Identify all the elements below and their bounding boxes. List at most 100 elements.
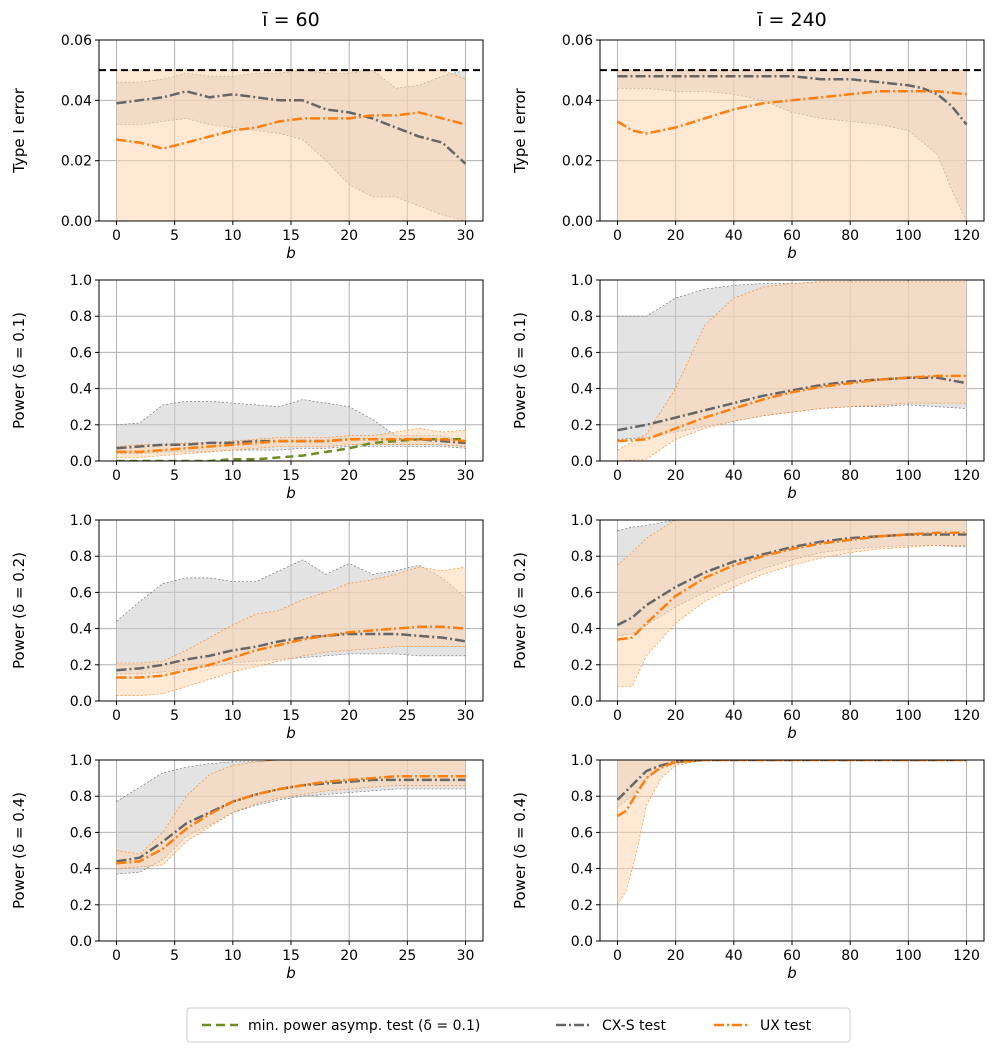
x-tick-label: 20 <box>340 708 358 724</box>
ux-range-band <box>617 70 967 221</box>
x-tick-label: 20 <box>667 468 685 484</box>
x-tick-label: 0 <box>112 228 121 244</box>
x-tick-label: 25 <box>398 708 416 724</box>
x-tick-label: 30 <box>457 468 475 484</box>
x-tick-label: 100 <box>895 468 922 484</box>
ux-series-line <box>616 90 967 135</box>
panel-r1-c2: 0 20 40 60 80 100 120 0.00 0.02 0.04 0.06 b Type I e… <box>511 33 985 262</box>
ux-series-line <box>617 374 967 443</box>
x-tick-label: 15 <box>282 228 300 244</box>
x-tick-label: 15 <box>282 948 300 964</box>
x-tick-label: 5 <box>170 468 179 484</box>
column-title-1: ī = 60 <box>261 9 319 31</box>
x-axis-label: b <box>787 484 797 502</box>
x-tick-label: 25 <box>398 468 416 484</box>
y-tick-label: 0.00 <box>562 214 593 230</box>
y-tick-label: 0.06 <box>61 33 92 49</box>
x-tick-label: 10 <box>224 708 242 724</box>
cxs-series-line <box>616 533 967 627</box>
x-tick-label: 20 <box>667 948 685 964</box>
x-tick-label: 30 <box>457 948 475 964</box>
x-axis-label: b <box>286 724 296 742</box>
y-tick-label: 0.04 <box>61 93 92 109</box>
x-tick-label: 5 <box>170 708 179 724</box>
x-tick-label: 5 <box>170 948 179 964</box>
x-tick-label: 80 <box>841 948 859 964</box>
y-tick-label: 0.2 <box>70 418 92 434</box>
ux-series-line <box>617 531 967 641</box>
y-tick-label: 0.0 <box>571 934 593 950</box>
x-tick-label: 0 <box>112 708 121 724</box>
y-tick-label: 0.0 <box>70 934 92 950</box>
cxs-series-line <box>116 90 467 165</box>
panel-r3-c1: 0 5 10 15 20 25 30 0.0 0.2 0.4 0.6 0.8 1.0 b Power (δ … <box>10 513 484 742</box>
ux-series-line <box>116 111 466 150</box>
y-axis-label: Power (δ = 0.2) <box>511 552 529 669</box>
y-tick-label: 0.00 <box>61 214 92 230</box>
panel-r4-c1: 0 5 10 15 20 25 30 0.0 0.2 0.4 0.6 0.8 1.0 b Power (δ … <box>10 753 484 982</box>
ux-range-band <box>617 520 967 687</box>
y-tick-label: 0.2 <box>70 658 92 674</box>
x-tick-label: 60 <box>783 228 801 244</box>
y-tick-label: 1.0 <box>70 753 92 769</box>
x-tick-label: 20 <box>340 948 358 964</box>
x-tick-label: 60 <box>783 948 801 964</box>
x-tick-label: 0 <box>613 468 622 484</box>
y-tick-label: 0.06 <box>562 33 593 49</box>
y-tick-label: 0.8 <box>70 789 92 805</box>
ux-band-lower-edge <box>617 544 967 687</box>
panel-r2-c2: 0 20 40 60 80 100 120 0.0 0.2 0.4 0.6 0.8 1.0 b Power … <box>511 273 985 502</box>
y-axis-label: Power (δ = 0.2) <box>10 552 28 669</box>
ux-band-lower-edge <box>116 646 466 696</box>
column-title-2: ī = 240 <box>756 9 827 31</box>
x-tick-label: 10 <box>224 468 242 484</box>
x-tick-label: 5 <box>170 228 179 244</box>
x-tick-label: 120 <box>953 468 980 484</box>
x-tick-label: 120 <box>953 708 980 724</box>
x-axis-label: b <box>286 964 296 982</box>
y-tick-label: 0.04 <box>562 93 593 109</box>
y-tick-label: 0.4 <box>70 862 92 878</box>
panel-r4-c2: 0 20 40 60 80 100 120 0.0 0.2 0.4 0.6 0.8 1.0 b Power … <box>511 753 985 982</box>
y-tick-label: 0.4 <box>70 382 92 398</box>
cxs-series-line <box>116 632 466 672</box>
x-tick-label: 120 <box>953 948 980 964</box>
x-tick-label: 20 <box>340 468 358 484</box>
x-tick-label: 20 <box>667 228 685 244</box>
x-tick-label: 80 <box>841 468 859 484</box>
x-tick-label: 100 <box>895 228 922 244</box>
y-tick-label: 0.02 <box>61 154 92 170</box>
y-tick-label: 0.8 <box>571 789 593 805</box>
ux-range-band <box>116 567 466 696</box>
cxs-band-upper-edge <box>116 559 466 622</box>
ux-series-line <box>116 775 466 865</box>
ux-range-band <box>116 760 466 869</box>
y-tick-label: 1.0 <box>571 273 593 289</box>
x-tick-label: 0 <box>613 228 622 244</box>
x-tick-label: 15 <box>282 468 300 484</box>
x-tick-label: 0 <box>112 468 121 484</box>
y-tick-label: 0.0 <box>70 454 92 470</box>
cxs-band-upper-edge <box>116 399 466 442</box>
ux-band-lower-edge <box>116 784 466 869</box>
y-tick-label: 0.0 <box>70 694 92 710</box>
ux-band-upper-edge <box>617 281 967 451</box>
y-tick-label: 0.02 <box>562 154 593 170</box>
y-axis-label: Type I error <box>511 87 529 174</box>
legend-label-cxs: CX-S test <box>602 1018 666 1034</box>
ux-series-line <box>116 438 466 454</box>
x-tick-label: 40 <box>725 948 743 964</box>
y-tick-label: 0.0 <box>571 454 593 470</box>
x-tick-label: 0 <box>613 708 622 724</box>
x-axis-label: b <box>286 484 296 502</box>
y-tick-label: 0.4 <box>571 622 593 638</box>
x-tick-label: 120 <box>953 228 980 244</box>
y-tick-label: 0.6 <box>70 345 92 361</box>
y-tick-label: 0.8 <box>70 549 92 565</box>
y-axis-label: Power (δ = 0.1) <box>10 312 28 429</box>
x-tick-label: 30 <box>457 708 475 724</box>
x-tick-label: 40 <box>725 468 743 484</box>
x-tick-label: 25 <box>398 948 416 964</box>
panel-r2-c1: 0 5 10 15 20 25 30 0.0 0.2 0.4 0.6 0.8 1.0 b Power (δ … <box>10 273 484 502</box>
